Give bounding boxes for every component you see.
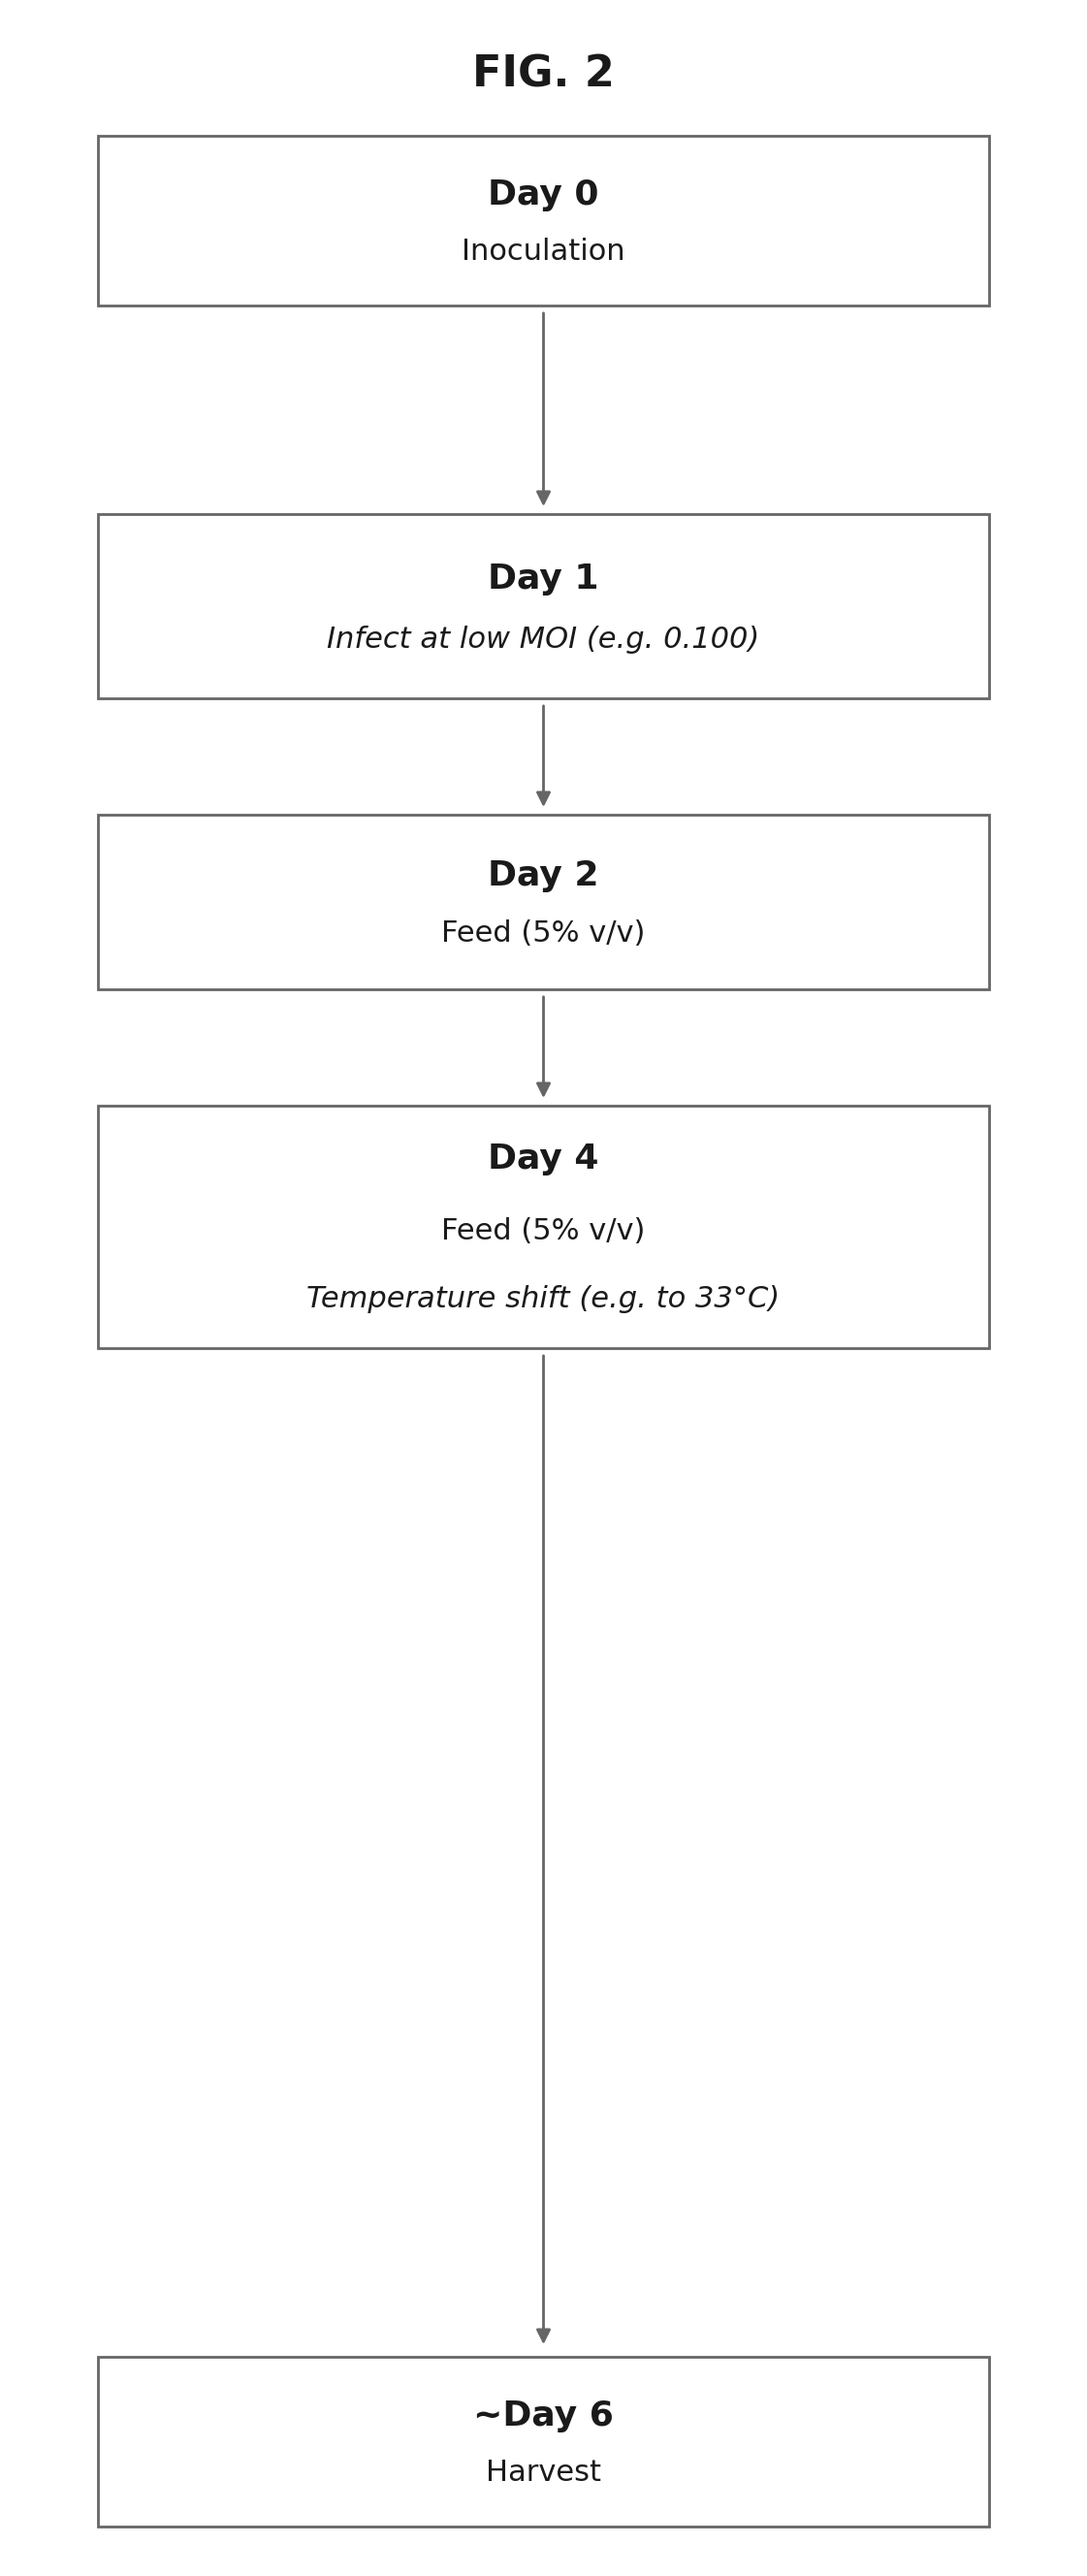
Text: Feed (5% v/v): Feed (5% v/v) [441,1218,646,1247]
Bar [98,1105,989,1347]
Bar [98,2357,989,2527]
Bar [98,137,989,307]
Text: ~Day 6: ~Day 6 [473,2401,614,2432]
Text: Inoculation: Inoculation [462,237,625,265]
Text: Day 2: Day 2 [488,860,599,891]
Text: Feed (5% v/v): Feed (5% v/v) [441,920,646,948]
Text: Harvest: Harvest [486,2458,601,2486]
Text: Day 1: Day 1 [488,562,599,595]
Text: Infect at low MOI (e.g. 0.100): Infect at low MOI (e.g. 0.100) [327,626,760,654]
Text: FIG. 2: FIG. 2 [472,54,615,95]
Text: Day 0: Day 0 [488,178,599,211]
Bar [98,814,989,989]
Text: Day 4: Day 4 [488,1144,599,1175]
Bar [98,515,989,698]
Text: Temperature shift (e.g. to 33°C): Temperature shift (e.g. to 33°C) [307,1285,780,1314]
